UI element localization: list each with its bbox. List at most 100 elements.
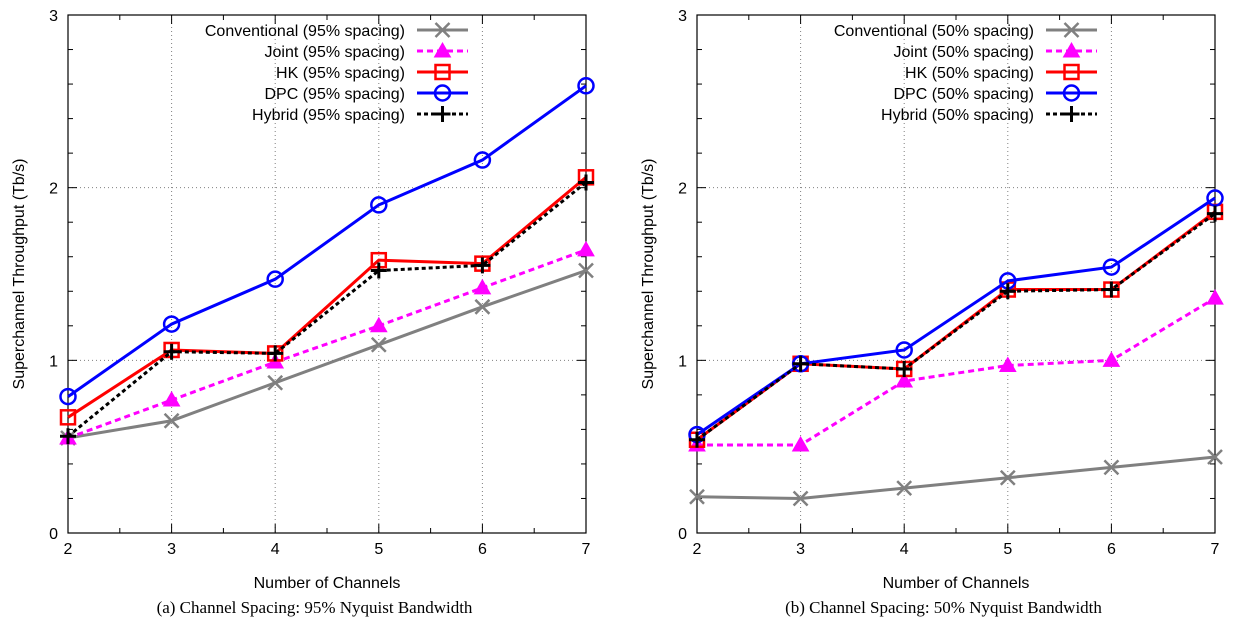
data-point	[267, 345, 284, 362]
data-point	[1206, 289, 1224, 305]
data-point	[1102, 351, 1121, 367]
data-point	[370, 196, 388, 214]
data-point	[1103, 459, 1120, 476]
x-axis-label: Number of Channels	[254, 575, 401, 592]
data-point	[474, 298, 491, 315]
y-tick-label: 2	[49, 181, 58, 198]
series-line	[696, 210, 1216, 441]
legend-item: DPC (50% spacing)	[894, 84, 1097, 103]
data-point	[370, 262, 387, 279]
x-tick-label: 5	[374, 541, 383, 558]
data-point	[578, 262, 594, 279]
data-point	[267, 374, 284, 391]
series-hybrid-95-spacing	[60, 174, 594, 445]
x-axis-label: Number of Channels	[883, 575, 1030, 592]
series-line	[67, 269, 587, 440]
data-point	[895, 372, 914, 388]
chart-panel-a: 2 3 4 5 6 7 0 1 2 3 Number of Channels Superchannel…	[11, 8, 595, 617]
data-point	[162, 315, 181, 333]
data-point	[369, 316, 388, 333]
series-line	[67, 248, 587, 440]
legend-item: Hybrid (95% spacing)	[252, 106, 468, 124]
data-point	[473, 151, 492, 169]
legend-item: HK (95% spacing)	[276, 63, 468, 82]
x-tick-label: 6	[478, 541, 487, 558]
caption-b: (b) Channel Spacing: 50% Nyquist Bandwid…	[785, 598, 1102, 617]
series-conventional-50-spacing	[689, 449, 1223, 507]
chart-panel-b: 2 3 4 5 6 7 0 1 2 3 Number of Channels Superchannel…	[629, 0, 1258, 626]
x-tick-label: 5	[1003, 541, 1012, 558]
data-point	[1103, 281, 1120, 298]
series-hk-50-spacing	[688, 203, 1224, 449]
data-point	[689, 488, 705, 505]
data-point	[999, 469, 1016, 486]
x-tick-label: 6	[1107, 541, 1116, 558]
legend-marker	[434, 106, 451, 122]
series-line	[696, 212, 1216, 441]
legend-marker	[1062, 41, 1081, 58]
data-point	[1207, 205, 1223, 222]
plot-frame	[67, 14, 587, 534]
x-tick-label: 3	[167, 541, 176, 558]
y-tick-label: 1	[678, 353, 687, 370]
axis-ticks	[67, 14, 587, 534]
data-point	[163, 412, 180, 429]
legend-item: Conventional (50% spacing)	[834, 22, 1097, 40]
data-point	[792, 355, 809, 372]
series-hybrid-50-spacing	[689, 205, 1223, 448]
legend-label: Hybrid (50% spacing)	[881, 107, 1034, 124]
x-tick-label: 2	[693, 541, 702, 558]
data-point	[266, 270, 284, 288]
data-point	[999, 283, 1016, 300]
legend-label: Conventional (95% spacing)	[205, 23, 405, 40]
y-tick-label: 1	[49, 353, 58, 370]
series-line	[67, 176, 587, 419]
data-point	[1206, 189, 1224, 207]
data-point	[1102, 258, 1121, 276]
y-axis-label: Superchannel Throughput (Tb/s)	[640, 159, 657, 390]
data-point	[474, 257, 491, 274]
y-tick-label: 3	[49, 8, 58, 25]
legend-item: Conventional (95% spacing)	[205, 22, 468, 40]
y-tick-label: 0	[678, 526, 687, 543]
x-tick-label: 4	[271, 541, 280, 558]
data-point	[1207, 449, 1223, 465]
legend-marker	[433, 84, 452, 102]
chart-a: 2 3 4 5 6 7 0 1 2 3 Number of Channels Superchannel…	[11, 8, 595, 592]
data-point	[162, 391, 181, 407]
data-point	[577, 77, 595, 95]
data-point	[998, 356, 1017, 373]
legend-marker	[1063, 106, 1080, 122]
data-point	[895, 341, 913, 359]
legend-item: Joint (95% spacing)	[264, 41, 468, 61]
legend-marker	[434, 63, 451, 81]
legend-marker	[433, 41, 452, 58]
legend-label: HK (95% spacing)	[276, 65, 405, 82]
legend-label: HK (50% spacing)	[905, 65, 1034, 82]
x-tick-label: 2	[64, 541, 73, 558]
legend-label: DPC (95% spacing)	[265, 86, 406, 103]
x-tick-label: 7	[1211, 541, 1220, 558]
series-line	[696, 196, 1216, 436]
legend-item: HK (50% spacing)	[905, 63, 1097, 82]
legend: Conventional (50% spacing) Joint (50% spa…	[834, 22, 1097, 124]
series-line	[67, 181, 587, 438]
legend-label: DPC (50% spacing)	[894, 86, 1035, 103]
series-joint-95-spacing	[59, 240, 595, 445]
data-point	[791, 435, 810, 452]
legend-label: Joint (95% spacing)	[264, 44, 405, 61]
caption-a: (a) Channel Spacing: 95% Nyquist Bandwid…	[156, 598, 473, 617]
data-point	[577, 240, 595, 257]
series-dpc-95-spacing	[59, 77, 595, 406]
x-tick-label: 3	[796, 541, 805, 558]
legend-label: Hybrid (95% spacing)	[252, 107, 405, 124]
series-dpc-50-spacing	[688, 189, 1224, 444]
series-conventional-95-spacing	[60, 262, 594, 446]
series-line	[696, 455, 1216, 500]
y-axis-label: Superchannel Throughput (Tb/s)	[11, 159, 28, 390]
data-point	[60, 428, 76, 445]
legend-label: Joint (50% spacing)	[893, 44, 1034, 61]
data-point	[473, 278, 492, 295]
legend-marker	[1063, 22, 1080, 38]
plot-frame	[696, 14, 1216, 534]
